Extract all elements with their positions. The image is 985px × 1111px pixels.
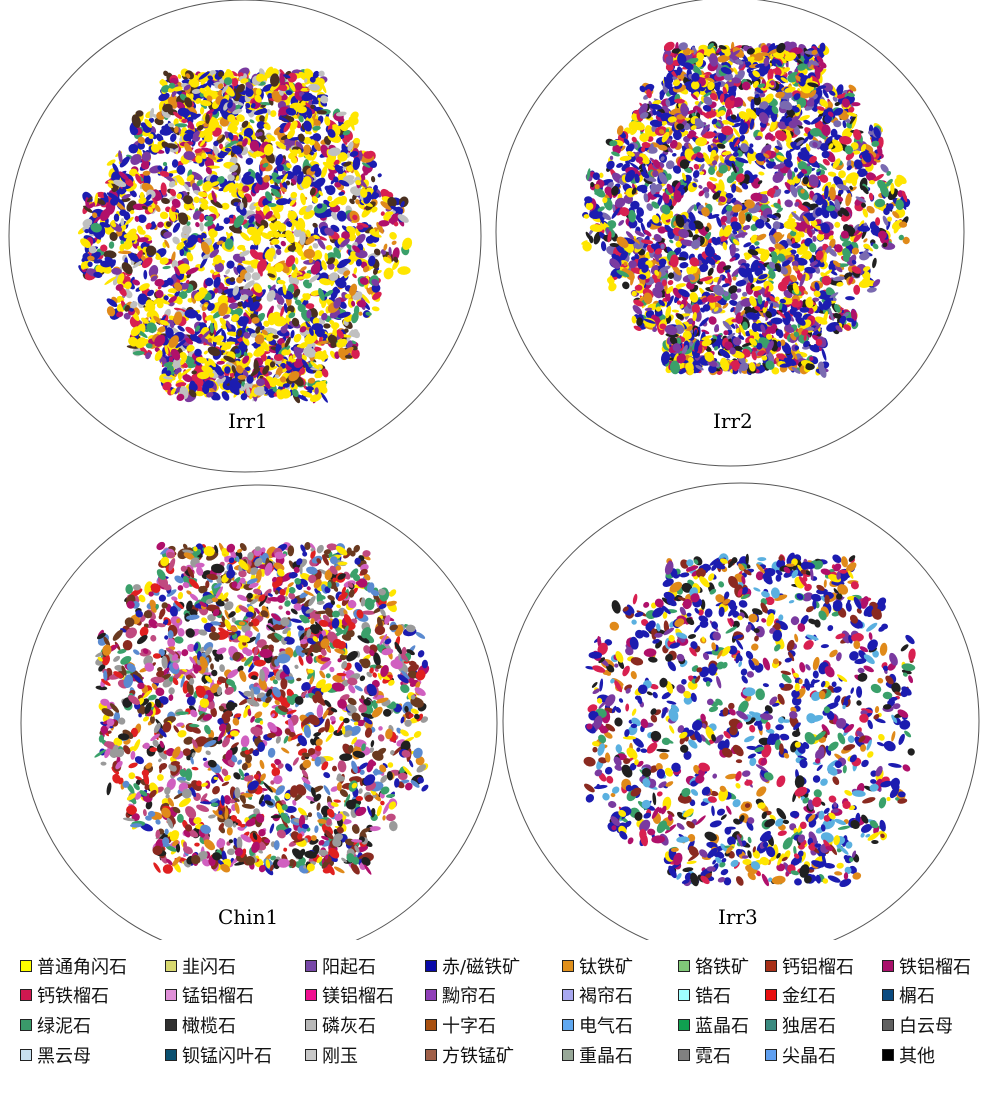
mineral-grain xyxy=(377,173,382,178)
panel-irr1: Irr1 xyxy=(8,0,482,473)
mineral-grain xyxy=(698,185,703,189)
mineral-grain xyxy=(672,152,677,157)
mineral-grain xyxy=(782,311,791,326)
mineral-grain xyxy=(267,273,276,278)
mineral-grain xyxy=(199,222,204,232)
mineral-grain xyxy=(323,323,331,329)
mineral-grain xyxy=(159,211,169,220)
mineral-grain xyxy=(216,134,226,144)
mineral-grain xyxy=(123,312,131,320)
mineral-grain xyxy=(223,77,233,86)
mineral-grain xyxy=(172,222,181,233)
mineral-grain xyxy=(116,311,124,318)
mineral-grain xyxy=(793,167,799,173)
mineral-grain xyxy=(361,162,371,168)
mineral-grain xyxy=(669,239,674,244)
mineral-grain xyxy=(770,317,783,325)
mineral-grain xyxy=(224,366,231,374)
mineral-grain xyxy=(266,305,274,318)
mineral-grain xyxy=(777,281,788,292)
grain-map xyxy=(581,41,911,378)
mineral-grain xyxy=(618,219,625,226)
mineral-grain xyxy=(213,140,219,147)
mineral-grain xyxy=(176,164,186,175)
mineral-grain xyxy=(243,280,255,290)
mineral-grain xyxy=(339,195,348,206)
mineral-grain xyxy=(821,348,827,361)
mineral-grain xyxy=(325,244,333,251)
mineral-grain xyxy=(314,250,322,258)
mineral-grain xyxy=(353,267,358,275)
mineral-grain xyxy=(784,199,793,208)
mineral-grain xyxy=(866,287,877,293)
mineral-grain xyxy=(118,250,132,255)
mineral-grain xyxy=(251,272,261,281)
mineral-grain xyxy=(195,222,200,228)
mineral-grain xyxy=(389,231,397,240)
mineral-grain xyxy=(205,277,214,287)
mineral-grain xyxy=(210,269,215,274)
mineral-grain xyxy=(622,281,630,290)
mineral-grain xyxy=(397,266,411,275)
panel-irr2: Irr2 xyxy=(495,0,965,467)
mineral-grain xyxy=(812,235,817,242)
mineral-grain xyxy=(600,241,607,252)
mineral-grain xyxy=(714,324,719,333)
figure: Irr1 Irr2 Chin1 Irr3 xyxy=(8,0,980,940)
mineral-grain xyxy=(157,326,167,333)
mineral-grain xyxy=(388,246,392,257)
mineral-grain xyxy=(108,241,115,249)
mineral-grain xyxy=(371,306,380,312)
mineral-grain xyxy=(378,220,390,227)
mineral-grain xyxy=(203,350,208,355)
mineral-grain xyxy=(845,296,855,301)
mineral-grain xyxy=(692,170,700,179)
mineral-grain xyxy=(883,207,890,216)
mineral-grain xyxy=(311,323,324,331)
mineral-grain xyxy=(245,157,254,165)
mineral-grain xyxy=(221,202,230,210)
panel-label: Irr1 xyxy=(228,409,268,433)
grain-map xyxy=(77,66,413,404)
mineral-grain xyxy=(391,240,397,246)
mineral-grain xyxy=(320,165,328,179)
mineral-grain xyxy=(709,177,718,182)
mineral-grain xyxy=(693,163,700,170)
mineral-grain xyxy=(300,192,306,206)
mineral-grain xyxy=(872,257,877,269)
mineral-grain xyxy=(269,110,277,117)
mineral-grain xyxy=(370,176,376,183)
mineral-grain xyxy=(157,221,164,228)
mineral-grain xyxy=(764,221,772,230)
mineral-grain xyxy=(222,314,231,319)
mineral-grain xyxy=(162,265,171,270)
mineral-grain xyxy=(280,240,286,247)
mineral-grain xyxy=(294,257,299,265)
mineral-grain xyxy=(853,284,861,295)
mineral-grain xyxy=(363,169,369,176)
mineral-grain xyxy=(851,102,861,107)
mineral-grain xyxy=(704,74,710,79)
mineral-grain xyxy=(171,159,179,168)
mineral-grain xyxy=(667,280,674,286)
mineral-grain xyxy=(758,171,765,176)
mineral-grain xyxy=(143,269,148,280)
mineral-grain xyxy=(219,143,223,150)
mineral-grain xyxy=(155,133,164,143)
mineral-grain xyxy=(106,306,116,317)
mineral-grain xyxy=(178,290,188,300)
mineral-grain xyxy=(186,363,197,369)
mineral-grain xyxy=(219,317,228,328)
mineral-grain xyxy=(352,273,357,279)
wafer-outline xyxy=(8,0,482,473)
mineral-grain xyxy=(225,269,231,275)
mineral-grain xyxy=(103,250,117,259)
mineral-grain xyxy=(834,221,841,228)
mineral-grain xyxy=(750,98,755,111)
